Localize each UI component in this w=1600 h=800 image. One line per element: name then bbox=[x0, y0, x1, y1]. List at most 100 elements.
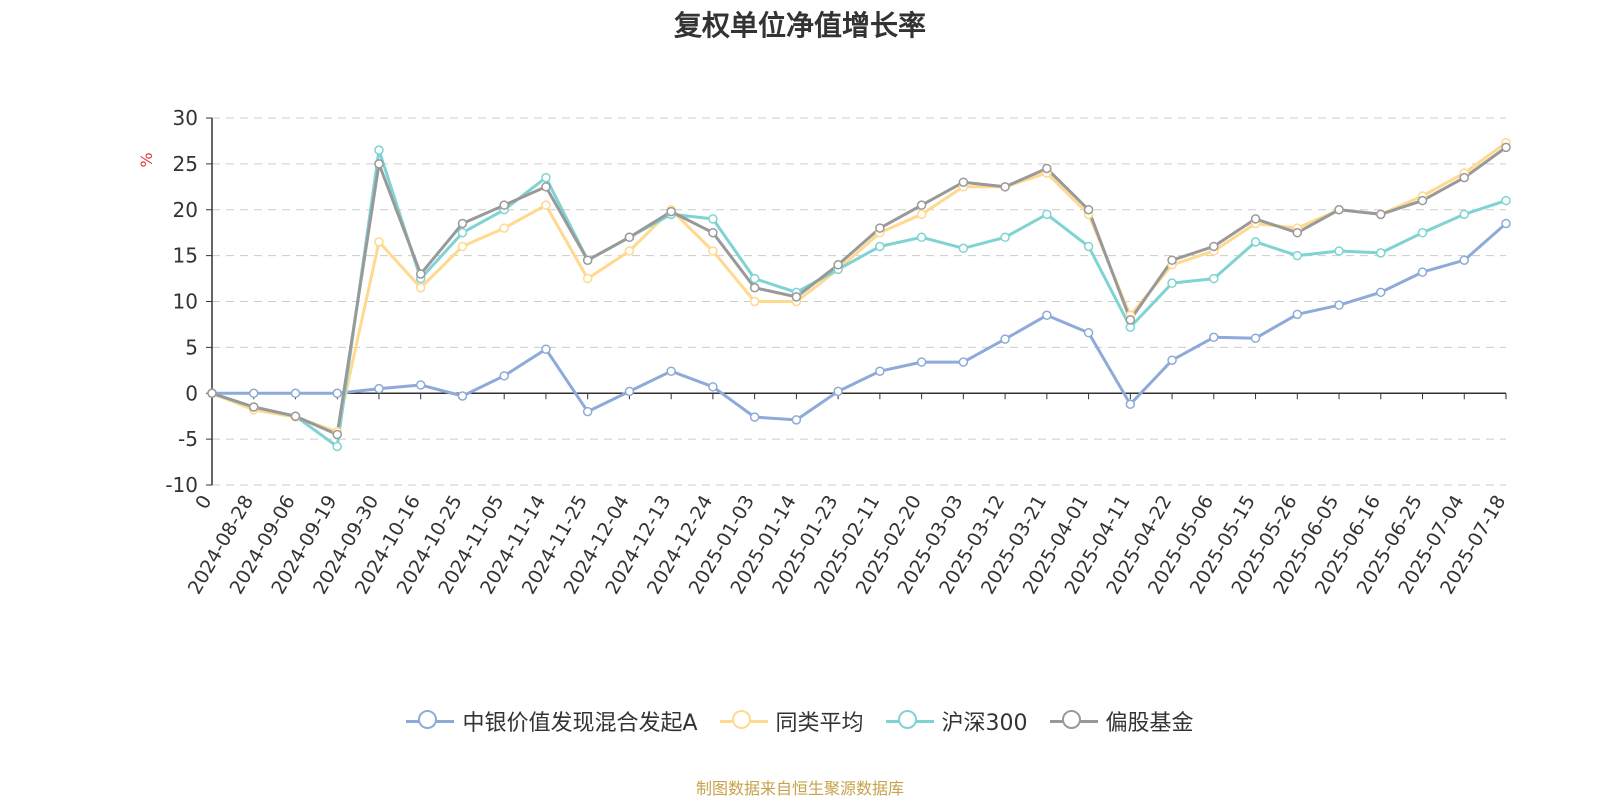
data-point bbox=[1501, 218, 1511, 229]
legend-label: 同类平均 bbox=[775, 711, 864, 736]
data-point bbox=[916, 357, 927, 367]
data-point bbox=[1250, 333, 1261, 343]
data-point bbox=[1167, 355, 1177, 365]
data-point bbox=[916, 209, 927, 220]
data-point bbox=[624, 232, 635, 243]
data-point bbox=[541, 182, 551, 192]
data-point bbox=[1334, 246, 1344, 256]
legend-marker-icon bbox=[406, 709, 455, 729]
data-point bbox=[1417, 227, 1428, 238]
y-axis-label: % bbox=[137, 152, 156, 167]
data-point bbox=[1501, 195, 1511, 206]
data-point bbox=[1000, 334, 1010, 344]
data-point bbox=[624, 386, 635, 397]
data-point bbox=[415, 282, 426, 293]
data-point bbox=[1042, 209, 1052, 220]
data-point bbox=[332, 441, 342, 452]
x-tick-label: 0 bbox=[191, 492, 216, 513]
y-tick-label: 20 bbox=[173, 198, 198, 222]
data-point bbox=[1209, 241, 1219, 252]
legend-label: 沪深300 bbox=[941, 711, 1028, 736]
chart-title: 复权单位净值增长率 bbox=[673, 9, 926, 42]
data-point bbox=[1376, 287, 1386, 298]
series-line-3 bbox=[211, 146, 1507, 436]
data-point bbox=[875, 241, 885, 252]
data-point bbox=[457, 218, 468, 229]
y-tick-label: -5 bbox=[178, 427, 198, 451]
data-point bbox=[499, 200, 509, 210]
data-point bbox=[1334, 205, 1344, 215]
data-point bbox=[582, 255, 593, 265]
data-point bbox=[1459, 172, 1470, 183]
legend-label: 中银价值发现混合发起A bbox=[462, 711, 698, 736]
data-point bbox=[541, 172, 551, 183]
data-point bbox=[332, 429, 342, 440]
series-line-1 bbox=[211, 141, 1507, 434]
series-lines bbox=[211, 141, 1507, 448]
data-point bbox=[749, 282, 760, 293]
data-point bbox=[290, 411, 301, 421]
data-point bbox=[1000, 232, 1010, 243]
data-point bbox=[541, 200, 551, 210]
data-point bbox=[666, 206, 676, 217]
data-point bbox=[749, 412, 760, 422]
gridlines bbox=[212, 117, 1506, 486]
data-point bbox=[1292, 309, 1303, 320]
legend-item-2[interactable]: 沪深300 bbox=[885, 705, 1028, 737]
data-point bbox=[1250, 237, 1261, 247]
data-point bbox=[457, 227, 468, 238]
y-tick-label: 30 bbox=[173, 106, 198, 130]
legend-marker-icon bbox=[1049, 709, 1098, 729]
data-point bbox=[958, 243, 969, 254]
data-point bbox=[415, 380, 426, 390]
data-point bbox=[1209, 332, 1219, 343]
data-point bbox=[1292, 227, 1303, 238]
data-point bbox=[1125, 399, 1136, 410]
data-point bbox=[582, 273, 593, 284]
y-tick-label: 0 bbox=[185, 381, 198, 405]
data-point bbox=[290, 388, 301, 398]
legend-marker-icon bbox=[885, 709, 934, 729]
data-point bbox=[457, 241, 468, 252]
data-point bbox=[916, 232, 927, 243]
data-point bbox=[1000, 182, 1010, 192]
data-point bbox=[1334, 300, 1344, 310]
y-tick-label: 5 bbox=[185, 335, 198, 359]
axes: -10-505101520253002024-08-282024-09-0620… bbox=[165, 106, 1510, 598]
data-point bbox=[958, 357, 969, 367]
data-point bbox=[708, 214, 718, 224]
data-point bbox=[916, 200, 927, 210]
y-tick-label: -10 bbox=[165, 473, 198, 497]
data-point bbox=[541, 344, 551, 354]
data-point bbox=[374, 145, 384, 155]
data-point bbox=[875, 223, 885, 233]
legend-marker-icon bbox=[719, 709, 768, 729]
data-point bbox=[708, 227, 718, 238]
data-point bbox=[1083, 241, 1094, 252]
data-point bbox=[1459, 255, 1470, 265]
y-tick-label: 10 bbox=[173, 290, 198, 314]
data-point bbox=[374, 237, 384, 247]
data-point bbox=[749, 296, 760, 307]
data-point bbox=[1083, 327, 1094, 338]
data-point bbox=[833, 386, 843, 397]
chart-plot: -10-505101520253002024-08-282024-09-0620… bbox=[137, 106, 1511, 598]
data-point bbox=[1167, 255, 1177, 265]
legend-item-1[interactable]: 同类平均 bbox=[719, 705, 864, 737]
data-point bbox=[666, 366, 676, 376]
data-point bbox=[708, 382, 718, 392]
data-point bbox=[457, 391, 468, 401]
data-point bbox=[1459, 209, 1470, 220]
data-point bbox=[374, 159, 384, 169]
data-point bbox=[1167, 278, 1177, 288]
series-line-2 bbox=[211, 148, 1507, 448]
legend: 中银价值发现混合发起A 同类平均 沪深300 偏股基金 bbox=[0, 705, 1600, 737]
data-point bbox=[332, 388, 342, 398]
data-point bbox=[374, 383, 384, 394]
data-point bbox=[248, 388, 259, 398]
legend-item-0[interactable]: 中银价值发现混合发起A bbox=[406, 705, 698, 737]
legend-item-3[interactable]: 偏股基金 bbox=[1049, 705, 1194, 737]
data-point bbox=[1209, 273, 1219, 284]
y-tick-label: 15 bbox=[173, 244, 198, 268]
data-point bbox=[1042, 163, 1052, 174]
